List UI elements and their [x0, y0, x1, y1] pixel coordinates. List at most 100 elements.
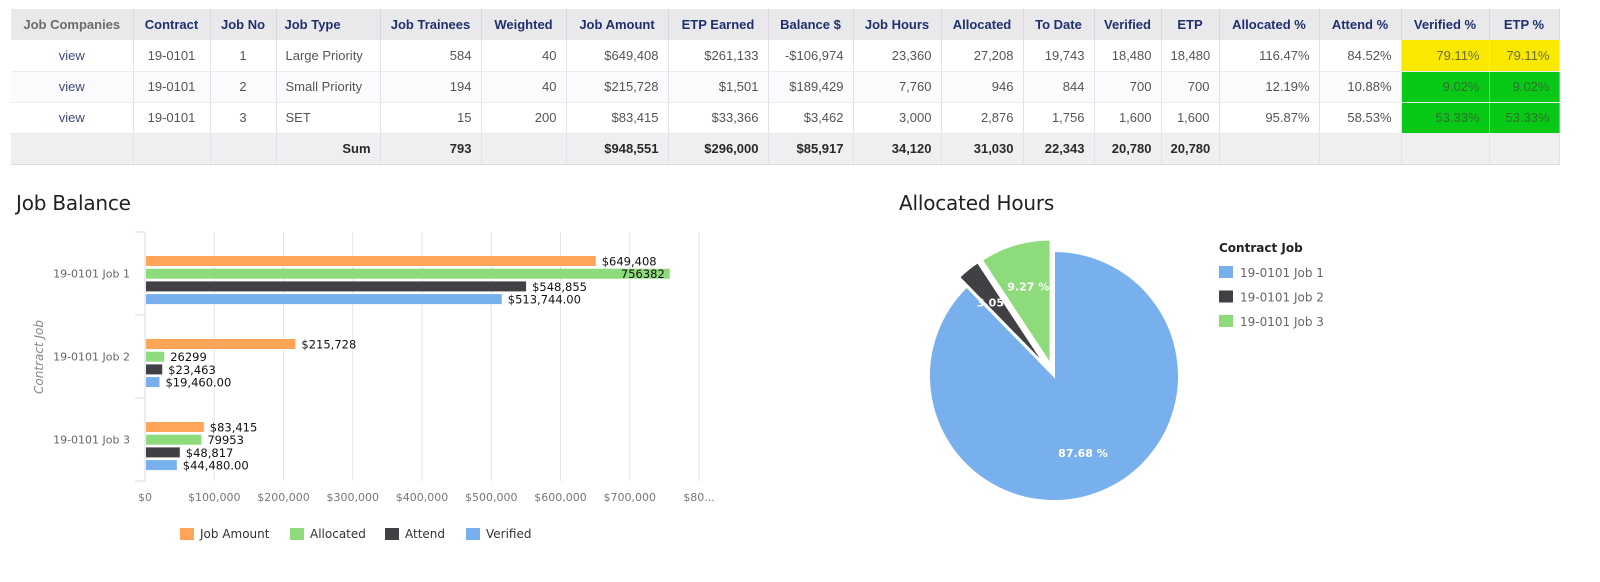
bar-allocated[interactable]	[146, 434, 202, 445]
legend-item-allocated[interactable]: Allocated	[290, 527, 366, 541]
pie-slice-3[interactable]	[980, 238, 1052, 368]
x-tick-label: $200,000	[257, 491, 310, 504]
bar-job-amount[interactable]	[146, 339, 296, 349]
column-header-job-type[interactable]: Job Type	[276, 9, 381, 40]
pie-slice-1[interactable]	[928, 249, 1180, 502]
legend-label: 19-0101 Job 1	[1240, 266, 1324, 280]
column-header-attend[interactable]: Attend %	[1319, 9, 1402, 40]
bar-attend[interactable]	[146, 447, 180, 458]
cell-job-amount: $83,415	[566, 102, 669, 134]
pie-legend-item[interactable]: 19-0101 Job 1	[1219, 266, 1324, 280]
cell-job-type: Small Priority	[276, 71, 381, 103]
column-header-to-date[interactable]: To Date	[1023, 9, 1095, 40]
view-link[interactable]: view	[11, 102, 134, 134]
legend-swatch	[1219, 266, 1233, 278]
view-link[interactable]: view	[11, 71, 134, 103]
pie-percent-label: 9.27 %	[1007, 280, 1049, 293]
column-header-allocated[interactable]: Allocated %	[1219, 9, 1320, 40]
category-label: 19-0101 Job 2	[53, 351, 130, 364]
cell-job-amount: $649,408	[566, 40, 669, 72]
sum-cell: 34,120	[853, 133, 942, 165]
cell-verified: 1,600	[1094, 102, 1162, 134]
table-row: view 19-0101 1 Large Priority 584 40 $649,408 $…	[11, 40, 1560, 72]
legend-label: Allocated	[310, 527, 366, 541]
bar-job-amount[interactable]	[146, 422, 204, 432]
legend-label: 19-0101 Job 2	[1240, 291, 1324, 305]
bar-data-label: $215,728	[301, 338, 356, 352]
cell-weighted: 40	[481, 71, 567, 103]
bar-data-label: 756382	[621, 267, 665, 281]
cell-job-no: 1	[210, 40, 277, 72]
column-header-weighted[interactable]: Weighted	[481, 9, 567, 40]
bar-data-label: $513,744.00	[508, 293, 581, 307]
cell-etp-earned: $261,133	[668, 40, 769, 72]
bar-job-amount[interactable]	[146, 256, 596, 266]
column-header-job-companies[interactable]: Job Companies	[11, 9, 134, 40]
pie-slice-2[interactable]	[957, 260, 1048, 368]
cell-etp: 1,600	[1161, 102, 1220, 134]
cell-verified: 9.02%	[1401, 71, 1490, 103]
cell-etp: 9.02%	[1489, 71, 1560, 103]
sum-cell	[11, 133, 134, 165]
cell-to-date: 19,743	[1023, 40, 1095, 72]
bar-data-label: $83,415	[210, 421, 258, 435]
column-header-verified[interactable]: Verified	[1094, 9, 1162, 40]
bar-data-label: $548,855	[532, 280, 587, 294]
legend-label: Job Amount	[199, 527, 270, 541]
sum-cell	[210, 133, 277, 165]
bar-attend[interactable]	[146, 364, 163, 375]
sum-cell: 22,343	[1023, 133, 1095, 165]
cell-etp: 700	[1161, 71, 1220, 103]
cell-verified: 79.11%	[1401, 40, 1490, 72]
legend-item-verified[interactable]: Verified	[466, 527, 532, 541]
legend-swatch	[385, 528, 399, 540]
category-label: 19-0101 Job 1	[53, 268, 130, 281]
column-header-job-no[interactable]: Job No	[210, 9, 277, 40]
bar-verified[interactable]	[146, 460, 177, 471]
x-tick-label: $600,000	[534, 491, 587, 504]
sum-cell	[1219, 133, 1320, 165]
legend-item-attend[interactable]: Attend	[385, 527, 445, 541]
sum-cell	[481, 133, 567, 165]
column-header-etp[interactable]: ETP	[1161, 9, 1220, 40]
cell-job-hours: 3,000	[853, 102, 942, 134]
bar-data-label: 26299	[170, 350, 207, 364]
x-tick-label: $700,000	[604, 491, 657, 504]
bar-data-label: $649,408	[602, 255, 657, 269]
bar-allocated[interactable]	[146, 351, 165, 362]
cell-job-trainees: 194	[380, 71, 482, 103]
bar-verified[interactable]	[146, 377, 160, 388]
cell-contract: 19-0101	[133, 40, 211, 72]
pie-legend-item[interactable]: 19-0101 Job 2	[1219, 290, 1324, 305]
cell-allocated: 27,208	[941, 40, 1024, 72]
x-tick-label: $500,000	[465, 491, 518, 504]
pie-legend-item[interactable]: 19-0101 Job 3	[1219, 315, 1324, 329]
cell-job-trainees: 15	[380, 102, 482, 134]
sum-cell: 20,780	[1161, 133, 1220, 165]
column-header-etp[interactable]: ETP %	[1489, 9, 1560, 40]
column-header-contract[interactable]: Contract	[133, 9, 211, 40]
legend-label: 19-0101 Job 3	[1240, 315, 1324, 329]
cell-job-type: Large Priority	[276, 40, 381, 72]
column-header-job-amount[interactable]: Job Amount	[566, 9, 669, 40]
legend-swatch	[1219, 290, 1233, 303]
column-header-verified[interactable]: Verified %	[1401, 9, 1490, 40]
job-balance-title: Job Balance	[16, 191, 131, 215]
bar-attend[interactable]	[146, 281, 527, 292]
column-header-etp-earned[interactable]: ETP Earned	[668, 9, 769, 40]
column-header-balance[interactable]: Balance $	[768, 9, 854, 40]
column-header-allocated[interactable]: Allocated	[941, 9, 1024, 40]
bar-allocated[interactable]	[146, 268, 670, 279]
cell-weighted: 200	[481, 102, 567, 134]
cell-allocated: 116.47%	[1219, 40, 1320, 72]
view-link[interactable]: view	[11, 40, 134, 72]
column-header-job-trainees[interactable]: Job Trainees	[380, 9, 482, 40]
cell-verified: 53.33%	[1401, 102, 1490, 134]
bar-verified[interactable]	[146, 294, 502, 305]
sum-cell: $296,000	[668, 133, 769, 165]
column-header-job-hours[interactable]: Job Hours	[853, 9, 942, 40]
legend-item-job-amount[interactable]: Job Amount	[180, 527, 270, 541]
x-tick-label: $300,000	[327, 491, 380, 504]
legend-label: Attend	[405, 527, 445, 541]
